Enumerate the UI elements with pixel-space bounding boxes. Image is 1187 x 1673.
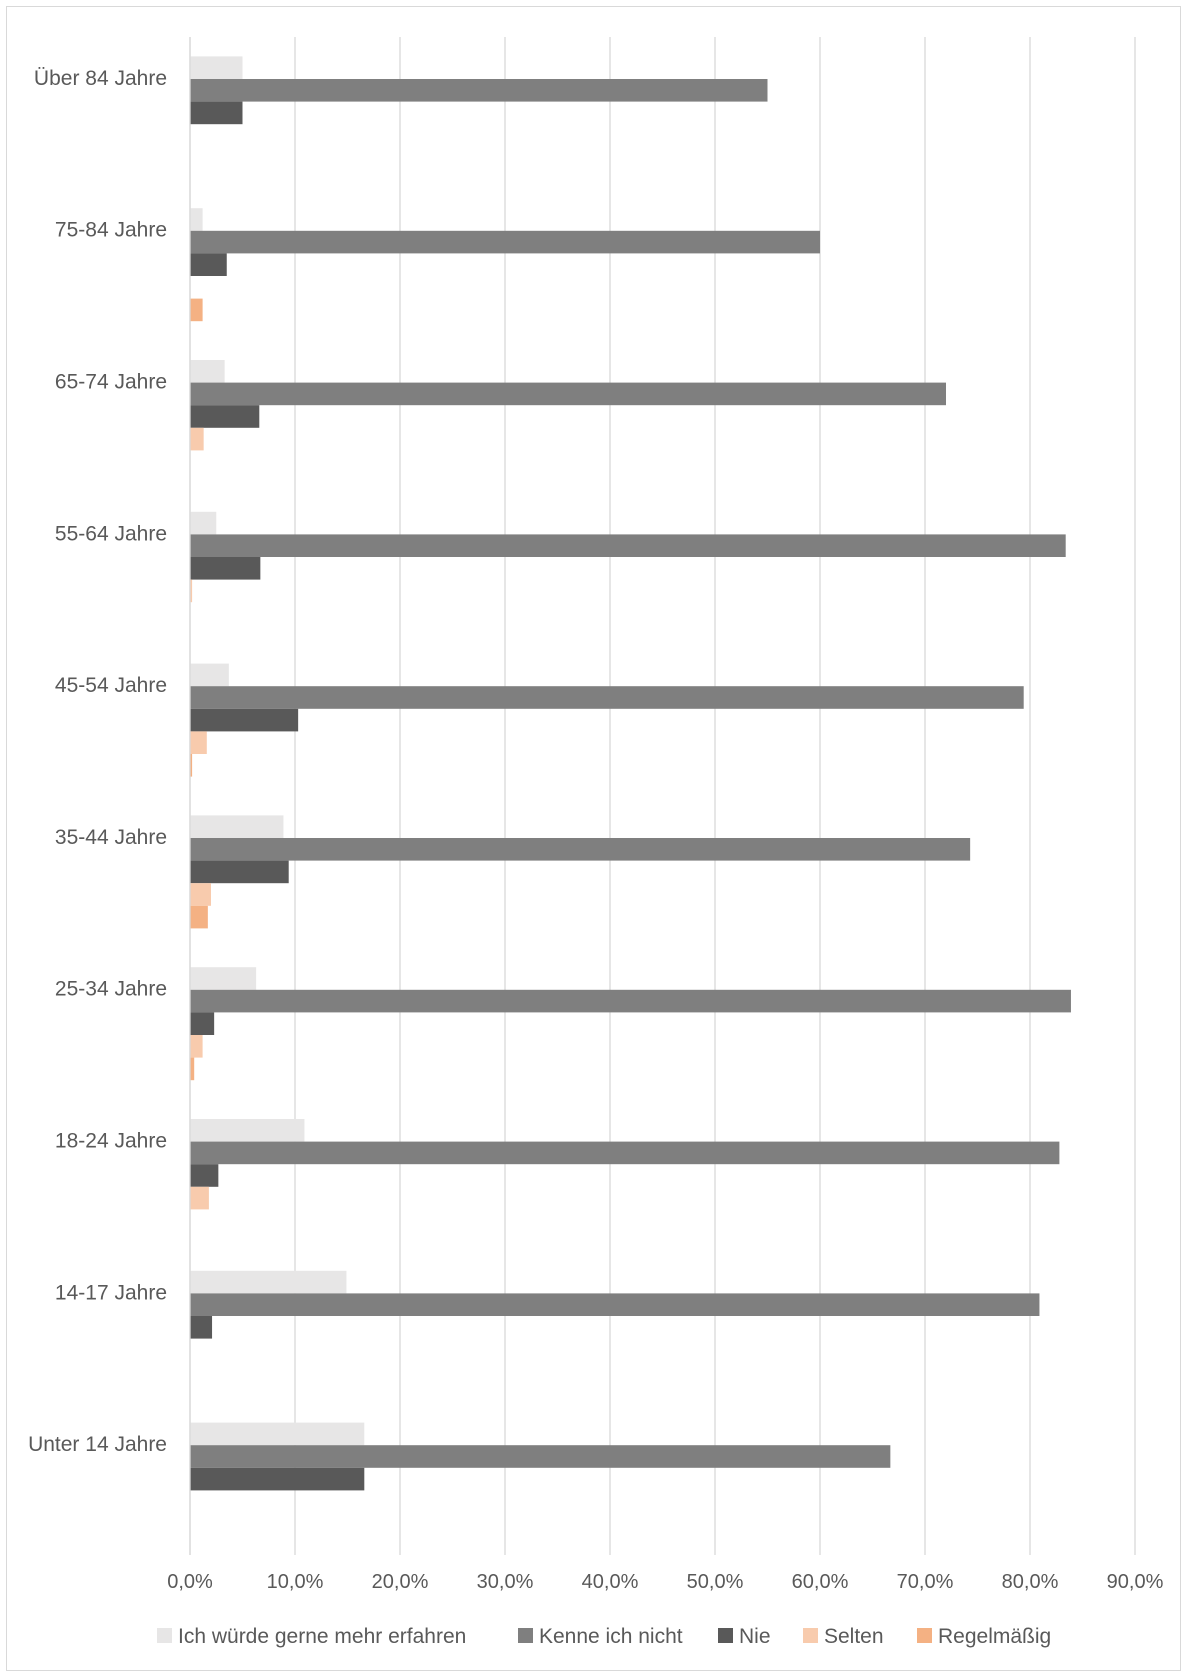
legend-swatch-0 [157,1628,172,1643]
bar-2-2 [190,405,260,428]
legend-swatch-2 [718,1628,733,1643]
x-tick-label: 70,0% [897,1571,954,1593]
bar-5-2 [190,860,289,884]
bar-4-4 [190,754,193,777]
bar-4-3 [190,731,207,754]
bar-4-2 [190,708,299,732]
bar-0-2 [190,101,243,125]
bar-3-3 [190,579,193,603]
x-tick-label: 90,0% [1107,1571,1164,1593]
legend-label-3: Selten [824,1625,884,1648]
category-label: 14-17 Jahre [55,1281,167,1304]
bar-8-1 [190,1293,1040,1316]
bar-4-1 [190,686,1024,709]
bar-3-2 [190,557,261,580]
bar-7-3 [190,1186,209,1210]
bar-7-1 [190,1141,1060,1165]
category-label: 35-44 Jahre [55,826,167,849]
bar-6-0 [190,967,257,990]
x-tick-label: 30,0% [477,1571,534,1593]
legend-label-1: Kenne ich nicht [539,1625,683,1648]
x-tick-label: 50,0% [687,1571,744,1593]
bar-0-1 [190,79,768,102]
bar-9-1 [190,1445,891,1468]
x-tick-label: 60,0% [792,1571,849,1593]
bar-1-1 [190,230,820,254]
x-tick-label: 40,0% [582,1571,639,1593]
category-label: 18-24 Jahre [55,1130,167,1153]
bar-6-4 [190,1057,195,1081]
bar-7-2 [190,1164,219,1187]
x-tick-label: 20,0% [372,1571,429,1593]
x-tick-label: 80,0% [1002,1571,1059,1593]
category-label: 45-54 Jahre [55,674,167,697]
bar-6-3 [190,1035,203,1058]
bar-1-0 [190,208,203,231]
x-tick-label: 10,0% [267,1571,324,1593]
bar-7-0 [190,1119,305,1142]
category-label: 75-84 Jahre [55,219,167,242]
category-label: 25-34 Jahre [55,978,167,1001]
category-label: Über 84 Jahre [34,67,167,90]
bar-4-0 [190,663,229,687]
legend-swatch-1 [518,1628,533,1643]
bar-2-3 [190,427,204,451]
bar-2-1 [190,382,946,406]
bar-8-0 [190,1270,347,1294]
legend-label-4: Regelmäßig [938,1625,1051,1648]
bar-8-2 [190,1316,213,1339]
bar-9-0 [190,1422,365,1446]
bar-9-2 [190,1467,365,1491]
bar-1-2 [190,253,227,276]
bar-5-0 [190,815,284,838]
category-label: 65-74 Jahre [55,371,167,394]
bar-0-0 [190,56,243,79]
x-tick-label: 0,0% [167,1571,213,1593]
bar-5-1 [190,838,971,861]
category-label: Unter 14 Jahre [28,1433,167,1456]
bar-5-3 [190,883,211,906]
bar-1-4 [190,298,203,322]
bar-2-0 [190,360,225,383]
bar-6-1 [190,989,1071,1013]
bar-3-0 [190,511,217,535]
bar-6-2 [190,1012,215,1035]
bar-5-4 [190,905,208,929]
legend-label-0: Ich würde gerne mehr erfahren [178,1625,466,1648]
bar-3-1 [190,534,1066,557]
legend-swatch-3 [803,1628,818,1643]
legend-swatch-4 [917,1628,932,1643]
legend-label-2: Nie [739,1625,771,1648]
category-label: 55-64 Jahre [55,522,167,545]
